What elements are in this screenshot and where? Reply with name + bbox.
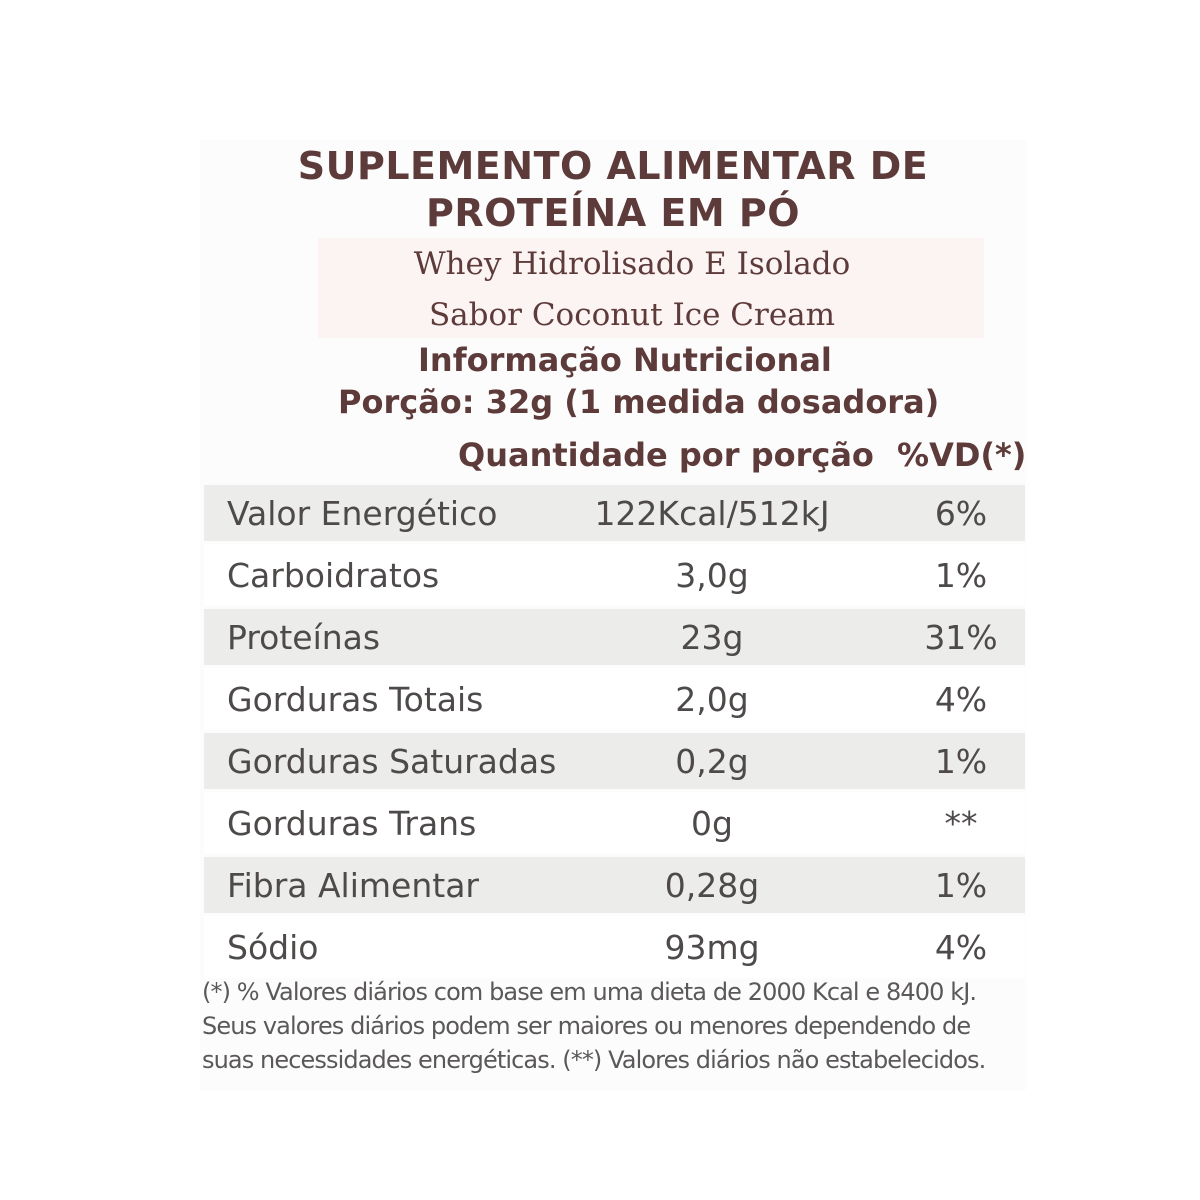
column-header-quantity: Quantidade por porção	[458, 436, 874, 474]
portion-size: Porção: 32g (1 medida dosadora)	[338, 383, 940, 421]
nutrient-name: Valor Energético	[227, 493, 498, 533]
table-row: Gorduras Totais 2,0g 4%	[204, 668, 1025, 730]
footnote: (*) % Valores diários com base em uma di…	[202, 975, 1028, 1077]
nutrient-amount: 122Kcal/512kJ	[594, 493, 830, 533]
table-row: Proteínas 23g 31%	[204, 609, 1025, 665]
table-row: Gorduras Trans 0g **	[204, 792, 1025, 854]
label-title-line2: PROTEÍNA EM PÓ	[425, 191, 801, 235]
nutrient-daily-value: 1%	[934, 741, 988, 781]
table-row: Fibra Alimentar 0,28g 1%	[204, 857, 1025, 913]
nutrient-name: Gorduras Totais	[227, 679, 484, 719]
footnote-line2: Seus valores diários podem ser maiores o…	[202, 1012, 971, 1040]
nutrient-amount: 2,0g	[675, 679, 749, 719]
nutrient-daily-value: 6%	[934, 493, 988, 533]
table-row: Sódio 93mg 4%	[204, 916, 1025, 978]
nutrient-name: Proteínas	[227, 617, 381, 657]
table-row: Carboidratos 3,0g 1%	[204, 544, 1025, 606]
nutrient-amount: 3,0g	[675, 555, 749, 595]
product-name-band	[318, 238, 984, 338]
nutrient-daily-value: 4%	[934, 679, 988, 719]
nutrient-amount: 93mg	[664, 927, 760, 967]
nutrient-amount: 0g	[691, 803, 733, 843]
nutrition-table: Valor Energético 122Kcal/512kJ 6% Carboi…	[204, 482, 1025, 978]
table-row: Gorduras Saturadas 0,2g 1%	[204, 733, 1025, 789]
nutrient-amount: 0,2g	[675, 741, 749, 781]
nutrient-amount: 23g	[680, 617, 744, 657]
nutrient-name: Fibra Alimentar	[227, 865, 479, 905]
nutrient-daily-value: 31%	[924, 617, 998, 657]
nutrient-name: Gorduras Trans	[227, 803, 477, 843]
nutrient-amount: 0,28g	[664, 865, 760, 905]
nutrient-name: Gorduras Saturadas	[227, 741, 557, 781]
nutrient-name: Sódio	[227, 927, 319, 967]
nutrient-daily-value: **	[944, 803, 978, 843]
nutrient-daily-value: 4%	[934, 927, 988, 967]
nutrient-daily-value: 1%	[934, 865, 988, 905]
table-row: Valor Energético 122Kcal/512kJ 6%	[204, 485, 1025, 541]
label-title-line1: SUPLEMENTO ALIMENTAR DE	[297, 144, 929, 188]
footnote-line3: suas necessidades energéticas. (**) Valo…	[202, 1046, 986, 1074]
footnote-line1: (*) % Valores diários com base em uma di…	[202, 978, 977, 1006]
column-header-daily-value: %VD(*)	[897, 436, 1027, 474]
nutrient-name: Carboidratos	[227, 555, 440, 595]
flavor-name: Sabor Coconut Ice Cream	[428, 297, 836, 333]
product-name: Whey Hidrolisado E Isolado	[413, 246, 851, 282]
nutrition-info-heading: Informação Nutricional	[418, 341, 832, 379]
nutrient-daily-value: 1%	[934, 555, 988, 595]
